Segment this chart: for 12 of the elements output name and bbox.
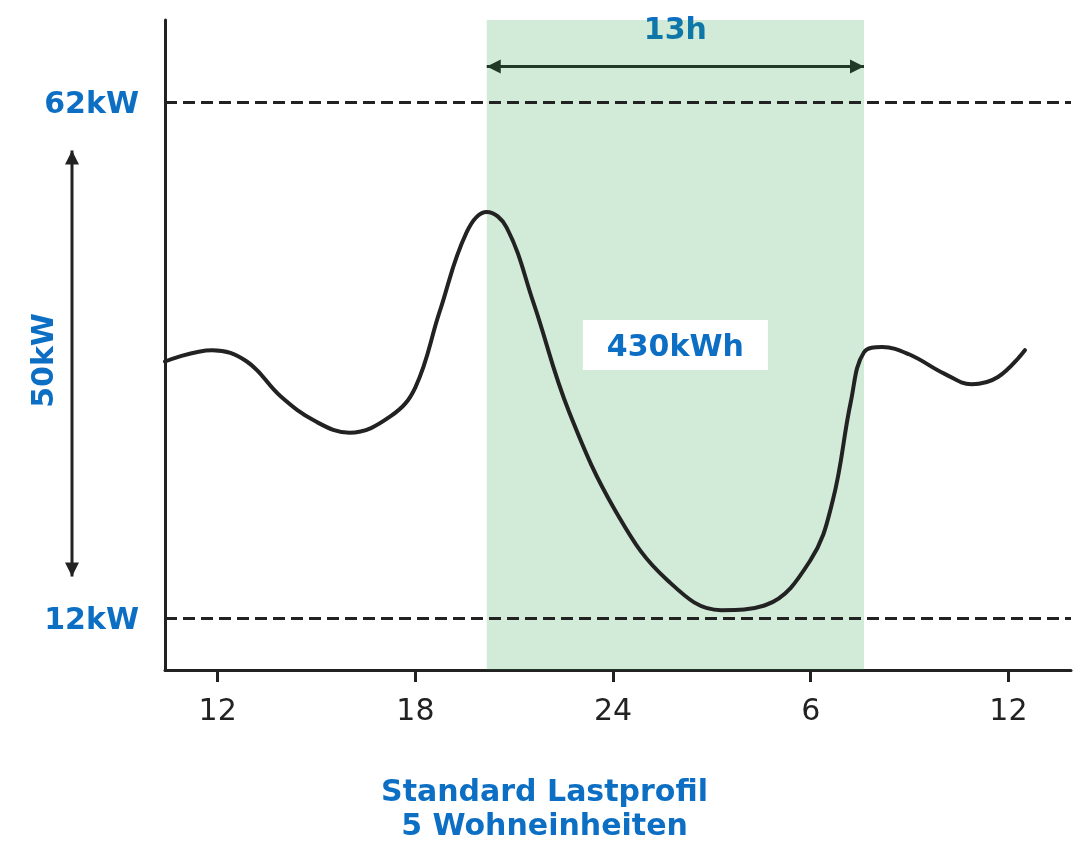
y-tick-label: 62kW (44, 85, 139, 121)
text: Standard Lastprofil (381, 772, 708, 808)
y-tick-label: 12kW (44, 600, 139, 636)
x-tick-label: 18 (396, 691, 435, 727)
text: 5 Wohneinheiten (401, 806, 688, 842)
annotation: 13h (643, 11, 707, 47)
band-label: 430kWh (606, 327, 744, 363)
text: 50kW (24, 313, 60, 408)
x-tick-label: 6 (801, 691, 821, 727)
x-tick-label: 12 (198, 691, 237, 727)
x-tick-label: 24 (593, 691, 633, 727)
x-tick-label: 12 (989, 691, 1028, 727)
